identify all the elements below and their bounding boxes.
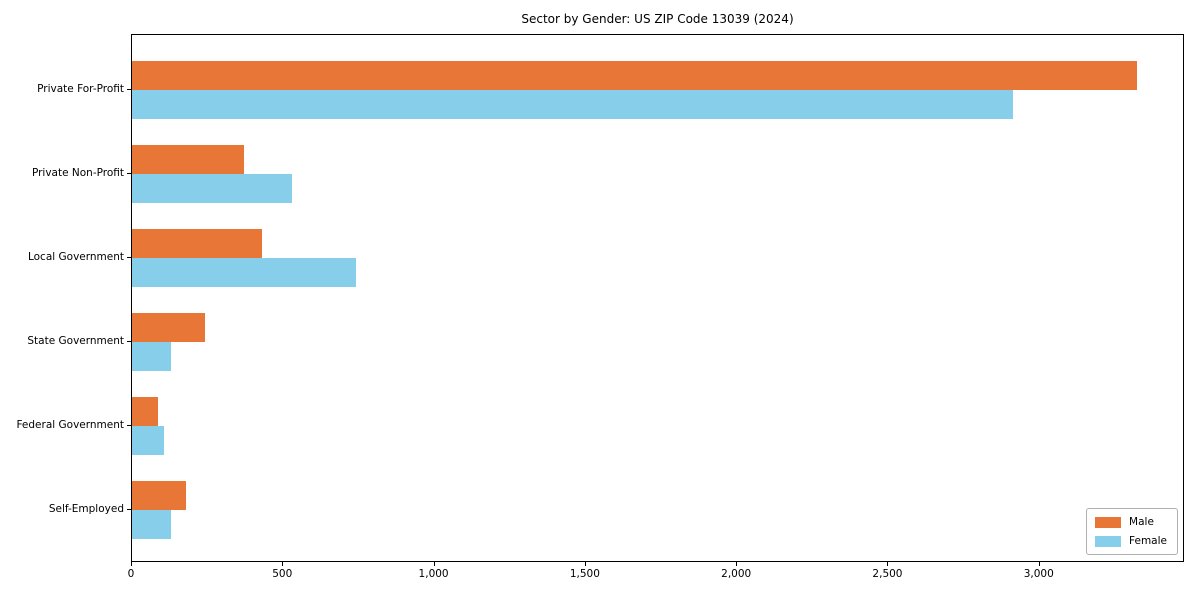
xtick-label-1000: 1,000 (418, 568, 449, 580)
bar-female-self-employed (132, 510, 172, 540)
bar-female-private-for-profit (132, 90, 1013, 120)
bar-female-private-non-profit (132, 174, 293, 204)
xtick-mark (434, 562, 435, 566)
legend-entry-female: Female (1095, 535, 1167, 547)
chart-title: Sector by Gender: US ZIP Code 13039 (202… (521, 12, 794, 26)
legend-entry-male: Male (1095, 516, 1167, 528)
bar-male-self-employed (132, 481, 187, 511)
legend-swatch-female (1095, 535, 1122, 547)
xtick-label-2500: 2,500 (872, 568, 903, 580)
xtick-label-1500: 1,500 (569, 568, 600, 580)
xtick-mark (887, 562, 888, 566)
ytick-mark (127, 509, 131, 511)
bar-male-state-government (132, 313, 205, 343)
bar-male-local-government (132, 229, 263, 259)
ytick-label-self-employed: Self-Employed (48, 503, 124, 516)
bar-male-private-for-profit (132, 61, 1137, 91)
ytick-mark (127, 425, 131, 427)
xtick-label-500: 500 (272, 568, 293, 580)
xtick-mark (282, 562, 283, 566)
ytick-label-state-government: State Government (27, 335, 124, 348)
legend-swatch-male (1095, 516, 1122, 528)
bar-female-local-government (132, 258, 356, 288)
xtick-label-2000: 2,000 (721, 568, 752, 580)
xtick-label-0: 0 (127, 568, 135, 580)
xtick-mark (736, 562, 737, 566)
plot-area: Male Female (131, 34, 1184, 562)
bar-female-state-government (132, 342, 172, 372)
bar-female-federal-government (132, 426, 164, 456)
legend: Male Female (1086, 508, 1178, 555)
legend-label-male: Male (1129, 516, 1154, 528)
xtick-mark (585, 562, 586, 566)
xtick-label-3000: 3,000 (1023, 568, 1054, 580)
legend-label-female: Female (1129, 535, 1167, 547)
ytick-mark (127, 257, 131, 259)
ytick-label-federal-government: Federal Government (16, 419, 124, 432)
ytick-label-private-for-profit: Private For-Profit (37, 83, 124, 96)
xtick-mark (131, 562, 132, 566)
xtick-mark (1039, 562, 1040, 566)
ytick-label-local-government: Local Government (27, 251, 124, 264)
ytick-mark (127, 89, 131, 91)
bar-male-private-non-profit (132, 145, 244, 175)
bar-male-federal-government (132, 397, 158, 427)
ytick-mark (127, 173, 131, 175)
bars-layer (132, 35, 1183, 561)
ytick-mark (127, 341, 131, 343)
ytick-label-private-non-profit: Private Non-Profit (31, 167, 124, 180)
